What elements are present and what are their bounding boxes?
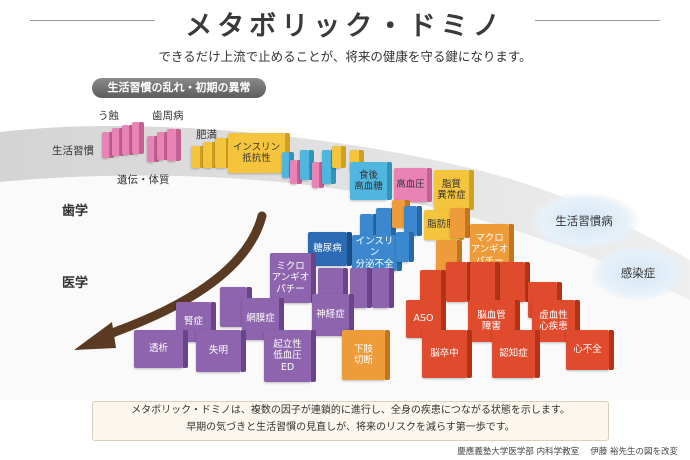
credit: 慶應義塾大学医学部 内科学教室 伊藤 裕先生の図を改変 [457, 447, 678, 457]
domino-periodontal [147, 136, 159, 162]
domino-red [470, 262, 500, 302]
block-insulin-deficiency-label: インスリン 分泌不全 [352, 235, 397, 271]
domino-red [446, 262, 472, 302]
label-lifestyle: 生活習慣 [52, 145, 94, 157]
domino-yellow [350, 150, 364, 172]
block-dialysis-label: 透析 [134, 330, 183, 368]
block-hypotension-ed: 起立性 低血圧 ED [264, 330, 316, 382]
domino-caries [122, 125, 134, 155]
domino-purple [350, 268, 372, 308]
label-genetics: 遺伝・体質 [117, 174, 170, 186]
domino-purple [372, 268, 394, 308]
subtitle: できるだけ上流で止めることが、将来の健康を守る鍵になります。 [158, 49, 532, 64]
domino-blue [404, 206, 422, 236]
block-insulin-deficiency: インスリン 分泌不全 [352, 235, 402, 271]
block-dyslipidemia: 脂質 異常症 [434, 170, 474, 210]
note-line-2: 早期の気づきと生活習慣の見直しが、将来のリスクを減らす第一歩です。 [186, 422, 515, 433]
label-caries: う蝕 [98, 110, 119, 122]
block-dementia-label: 認知症 [492, 330, 535, 378]
label-medicine: 医学 [62, 276, 89, 291]
block-blindness: 失明 [196, 330, 246, 372]
page-title: メタボリック・ドミノ [185, 11, 505, 42]
block-micro-angiopathy: ミクロ アンギオ パチー [270, 253, 316, 303]
block-dialysis: 透析 [134, 330, 188, 368]
domino-pink [290, 160, 302, 184]
block-hypertension-label: 高血圧 [394, 168, 427, 202]
cloud-lifestyle-disease: 生活習慣病 [528, 192, 640, 250]
block-hypertension: 高血圧 [394, 168, 432, 202]
block-amputation-label: 下肢 切断 [342, 330, 385, 380]
cloud-infection-label: 感染症 [620, 266, 656, 280]
block-amputation: 下肢 切断 [342, 330, 390, 380]
cloud-lifestyle-disease-label: 生活習慣病 [555, 214, 613, 228]
domino-blue [360, 214, 378, 240]
block-heart-failure: 心不全 [566, 330, 614, 370]
block-micro-angiopathy-label: ミクロ アンギオ パチー [270, 253, 311, 303]
domino-obesity [191, 146, 205, 168]
block-stroke: 脳卒中 [422, 330, 472, 378]
domino-caries [112, 128, 124, 156]
cloud-infection: 感染症 [590, 245, 686, 301]
domino-periodontal [167, 129, 181, 161]
label-dentistry: 歯学 [62, 204, 89, 219]
block-insulin-resistance-label: インスリン 抵抗性 [228, 133, 285, 173]
label-periodontal: 歯周病 [152, 110, 184, 122]
title-rule-right [535, 20, 660, 21]
domino-pink [312, 162, 324, 188]
title-rule-left [30, 20, 155, 21]
block-blindness-label: 失明 [196, 330, 241, 372]
domino-obesity [203, 142, 217, 168]
label-obesity: 肥満 [196, 129, 217, 141]
stage-label: 生活習慣の乱れ・初期の異常 [92, 78, 266, 98]
note-line-1: メタボリック・ドミノは、複数の因子が連鎖的に進行し、全身の疾患につながる状態を示… [131, 405, 570, 416]
block-neuropathy-label: 神経症 [312, 294, 349, 336]
note-box: メタボリック・ドミノは、複数の因子が連鎖的に進行し、全身の疾患につながる状態を示… [92, 401, 609, 441]
domino-yellow [332, 146, 346, 168]
block-postprandial-glucose: 食後 高血糖 [350, 162, 392, 200]
domino-caries [132, 122, 144, 154]
domino-cyan [300, 150, 314, 180]
block-dyslipidemia-label: 脂質 異常症 [434, 170, 469, 210]
domino-periodontal [157, 132, 169, 160]
block-heart-failure-label: 心不全 [566, 330, 609, 370]
progression-arrow [95, 211, 267, 343]
domino-orange [450, 208, 470, 238]
domino-caries [102, 132, 114, 158]
domino-red [500, 262, 530, 302]
block-neuropathy: 神経症 [312, 294, 354, 336]
block-hypotension-ed-label: 起立性 低血圧 ED [264, 330, 311, 382]
block-postprandial-glucose-label: 食後 高血糖 [350, 162, 387, 200]
domino-blue [396, 232, 414, 262]
block-stroke-label: 脳卒中 [422, 330, 467, 378]
block-dementia: 認知症 [492, 330, 540, 378]
block-insulin-resistance: インスリン 抵抗性 [228, 133, 290, 173]
block-retinopathy: 網膜症 [242, 298, 284, 340]
